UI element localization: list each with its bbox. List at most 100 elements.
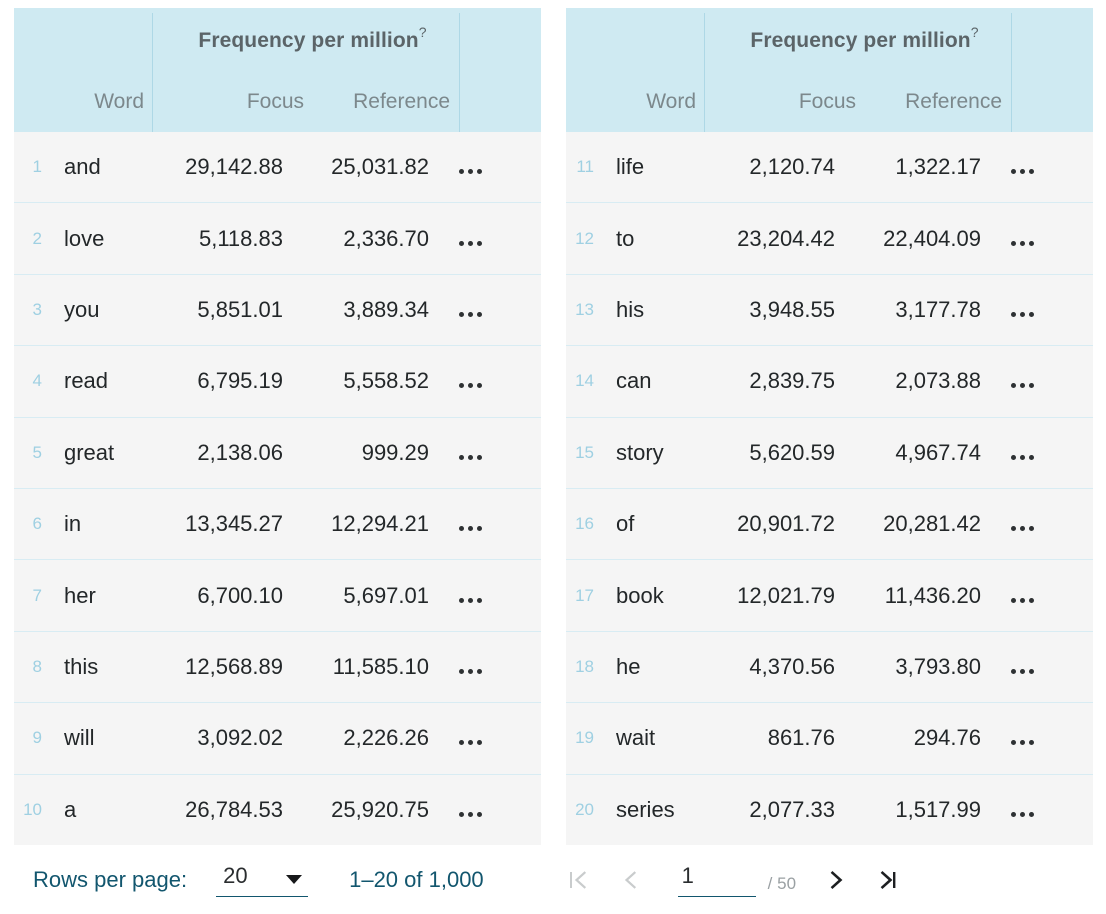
row-index: 3 — [32, 300, 42, 320]
more-horizontal-icon[interactable] — [459, 526, 482, 532]
previous-page-button[interactable] — [604, 856, 656, 904]
table-row[interactable]: 1 and 29,142.88 25,031.82 — [14, 132, 541, 203]
last-page-button[interactable] — [862, 856, 914, 904]
next-page-button[interactable] — [810, 856, 862, 904]
group-header-label: Frequency per million — [750, 29, 971, 52]
cell-reference: 2,226.26 — [343, 725, 429, 751]
cell-reference: 5,697.01 — [343, 582, 429, 608]
row-index: 1 — [32, 157, 42, 177]
more-horizontal-icon[interactable] — [459, 811, 482, 817]
table-row[interactable]: 16 of 20,901.72 20,281.42 — [566, 488, 1093, 560]
cell-focus: 23,204.42 — [737, 225, 835, 251]
group-header-frequency-per-million: Frequency per million? — [718, 25, 1011, 53]
table-row[interactable]: 13 his 3,948.55 3,177.78 — [566, 273, 1093, 346]
table-row[interactable]: 5 great 2,138.06 999.29 — [14, 416, 541, 489]
more-horizontal-icon[interactable] — [1011, 597, 1034, 603]
column-header-reference[interactable]: Reference — [905, 90, 1002, 113]
frequency-table-right: Frequency per million? Word Focus Refere… — [566, 8, 1093, 846]
cell-focus: 6,700.10 — [197, 582, 283, 608]
rows-per-page-value: 20 — [223, 862, 248, 888]
more-horizontal-icon[interactable] — [459, 597, 482, 603]
row-index: 14 — [575, 371, 594, 391]
row-menu-cell — [990, 154, 1093, 180]
row-index: 15 — [575, 442, 594, 462]
rows-per-page-select[interactable]: 20 — [216, 862, 309, 897]
column-header-word[interactable]: Word — [94, 90, 144, 113]
more-horizontal-icon[interactable] — [1011, 740, 1034, 746]
row-index: 2 — [32, 228, 42, 248]
cell-word: his — [616, 297, 645, 323]
column-header-focus[interactable]: Focus — [798, 90, 856, 113]
page-number-field[interactable]: / 50 — [677, 862, 796, 897]
row-menu-cell — [990, 583, 1093, 609]
frequency-table-left: Frequency per million? Word Focus Refere… — [14, 8, 541, 846]
row-menu-cell — [438, 654, 541, 680]
cell-reference: 12,294.21 — [331, 511, 429, 537]
header-divider-word — [704, 13, 705, 132]
column-header-focus[interactable]: Focus — [246, 90, 304, 113]
more-horizontal-icon[interactable] — [459, 240, 482, 246]
table-row[interactable]: 3 you 5,851.01 3,889.34 — [14, 273, 541, 346]
first-page-button[interactable] — [552, 856, 604, 904]
table-row[interactable]: 19 wait 861.76 294.76 — [566, 702, 1093, 774]
column-header-word[interactable]: Word — [646, 90, 696, 113]
cell-word: great — [64, 439, 115, 465]
more-horizontal-icon[interactable] — [459, 383, 482, 389]
cell-focus: 3,092.02 — [197, 725, 283, 751]
page-input[interactable] — [677, 862, 756, 897]
more-horizontal-icon[interactable] — [1011, 669, 1034, 675]
row-menu-cell — [990, 368, 1093, 394]
row-menu-cell — [990, 797, 1093, 823]
cell-word: to — [616, 225, 635, 251]
table-row[interactable]: 2 love 5,118.83 2,336.70 — [14, 202, 541, 274]
cell-word: you — [64, 297, 100, 323]
more-horizontal-icon[interactable] — [1011, 526, 1034, 532]
more-horizontal-icon[interactable] — [459, 740, 482, 746]
table-row[interactable]: 9 will 3,092.02 2,226.26 — [14, 702, 541, 774]
pagination-nav-left — [552, 856, 656, 904]
column-header-reference[interactable]: Reference — [353, 90, 450, 113]
table-row[interactable]: 18 he 4,370.56 3,793.80 — [566, 630, 1093, 703]
header-row-right: Word Focus Reference — [566, 90, 1093, 132]
help-superscript-icon[interactable]: ? — [418, 24, 427, 40]
table-row[interactable]: 20 series 2,077.33 1,517.99 — [566, 773, 1093, 846]
cell-reference: 999.29 — [361, 439, 429, 465]
row-menu-cell — [990, 440, 1093, 466]
table-row[interactable]: 4 read 6,795.19 5,558.52 — [14, 345, 541, 417]
table-row[interactable]: 10 a 26,784.53 25,920.75 — [14, 773, 541, 846]
row-index: 19 — [575, 728, 594, 748]
more-horizontal-icon[interactable] — [1011, 383, 1034, 389]
cell-reference: 3,889.34 — [343, 297, 429, 323]
row-menu-cell — [990, 725, 1093, 751]
more-horizontal-icon[interactable] — [1011, 169, 1034, 175]
cell-word: in — [64, 511, 82, 537]
table-row[interactable]: 12 to 23,204.42 22,404.09 — [566, 202, 1093, 274]
table-header-left: Frequency per million? Word Focus Refere… — [14, 8, 541, 132]
row-index: 12 — [575, 228, 594, 248]
more-horizontal-icon[interactable] — [459, 454, 482, 460]
more-horizontal-icon[interactable] — [1011, 240, 1034, 246]
table-row[interactable]: 14 can 2,839.75 2,073.88 — [566, 345, 1093, 417]
more-horizontal-icon[interactable] — [459, 669, 482, 675]
more-horizontal-icon[interactable] — [1011, 811, 1034, 817]
table-row[interactable]: 6 in 13,345.27 12,294.21 — [14, 488, 541, 560]
table-row[interactable]: 8 this 12,568.89 11,585.10 — [14, 630, 541, 703]
table-row[interactable]: 11 life 2,120.74 1,322.17 — [566, 132, 1093, 203]
table-row[interactable]: 15 story 5,620.59 4,967.74 — [566, 416, 1093, 489]
help-superscript-icon[interactable]: ? — [970, 24, 979, 40]
more-horizontal-icon[interactable] — [459, 312, 482, 318]
cell-focus: 5,851.01 — [197, 297, 283, 323]
table-row[interactable]: 17 book 12,021.79 11,436.20 — [566, 559, 1093, 631]
row-menu-cell — [438, 725, 541, 751]
cell-reference: 25,031.82 — [331, 154, 429, 180]
row-menu-cell — [438, 797, 541, 823]
more-horizontal-icon[interactable] — [1011, 454, 1034, 460]
cell-focus: 20,901.72 — [737, 511, 835, 537]
cell-focus: 6,795.19 — [197, 368, 283, 394]
cell-word: book — [616, 582, 664, 608]
header-row-left: Word Focus Reference — [14, 90, 541, 132]
more-horizontal-icon[interactable] — [459, 169, 482, 175]
more-horizontal-icon[interactable] — [1011, 312, 1034, 318]
table-row[interactable]: 7 her 6,700.10 5,697.01 — [14, 559, 541, 631]
table-body-right: 11 life 2,120.74 1,322.17 12 to 23,204.42 22,40… — [566, 132, 1093, 846]
